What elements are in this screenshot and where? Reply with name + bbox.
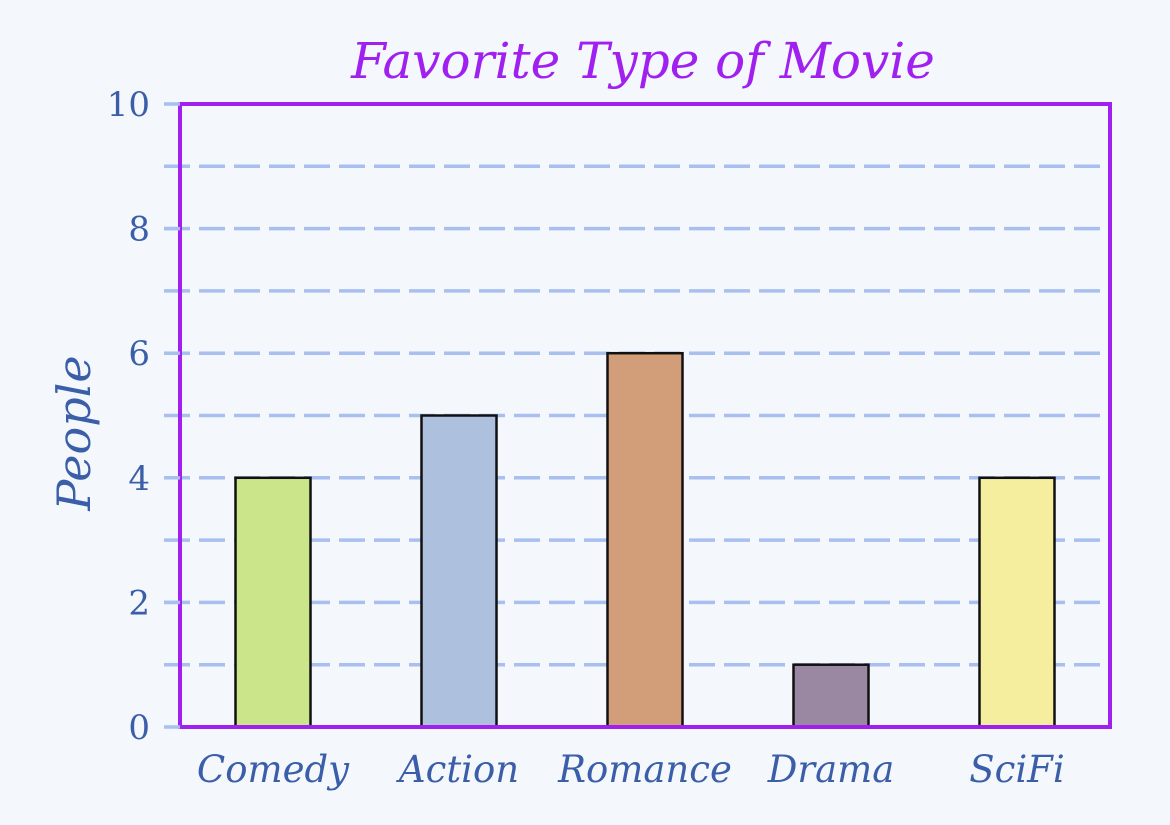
bar-romance	[606, 351, 684, 729]
bar-scifi	[978, 476, 1056, 729]
y-tick-label: 10	[107, 85, 150, 125]
x-tick-label: Action	[396, 748, 519, 791]
chart-title: Favorite Type of Movie	[350, 32, 935, 90]
x-tick-label: Romance	[557, 748, 732, 791]
y-tick-label: 4	[128, 459, 150, 499]
y-tick-label: 0	[128, 708, 150, 748]
bar-drama	[792, 663, 870, 729]
plot-frame	[178, 102, 1112, 729]
x-tick-labels: Comedy Action Romance Drama SciFi	[197, 748, 1065, 791]
y-tick-label: 2	[128, 583, 150, 623]
bars	[234, 351, 1056, 729]
y-tick-label: 6	[128, 334, 150, 374]
x-tick-label: SciFi	[969, 748, 1064, 791]
x-tick-label: Drama	[767, 748, 895, 791]
y-tick-label: 8	[128, 210, 150, 250]
y-axis-label: People	[47, 355, 101, 511]
bar-comedy	[234, 476, 312, 729]
bar-action	[420, 414, 498, 729]
y-tick-labels: 0 2 4 6 8 10	[107, 85, 180, 748]
x-tick-label: Comedy	[197, 748, 350, 791]
